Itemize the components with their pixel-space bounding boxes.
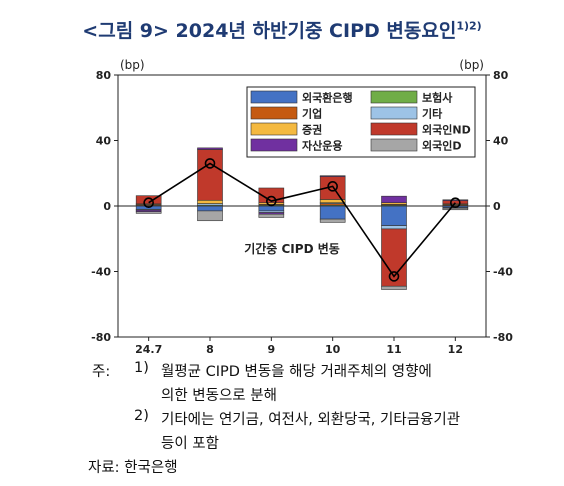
y-axis-unit-left: (bp) [120,58,145,72]
y-axis-unit-right: (bp) [459,58,484,72]
legend-swatch [370,138,418,152]
cipd-change-marker [388,271,400,282]
legend-swatch [250,106,298,120]
bar-segment [319,205,346,220]
x-tick-label: 24.7 [135,343,162,356]
bar-segment [197,205,223,212]
legend-label: 자산운용 [302,139,342,153]
cipd-change-marker [204,158,216,169]
legend-label: 보험사 [422,91,453,105]
note1-line2: 의한 변동으로 분해 [161,388,277,404]
note1-line1: 월평균 CIPD 변동을 해당 거래주체의 영향에 [161,364,432,380]
legend-swatch [250,122,298,136]
bar-segment [442,199,469,201]
bar-segment [197,210,223,222]
legend-label: 외국인D [422,139,462,153]
note2-line1: 기타에는 연기금, 여전사, 외환당국, 기타금융기관 [161,412,461,428]
title-footnote-marks: 1)2) [456,19,482,33]
line-series-label: 기간중 CIPD 변동 [244,241,340,256]
bar-segment [442,207,469,211]
cipd-change-marker [266,195,277,207]
x-tick-label: 9 [268,343,276,356]
bar-segment [381,195,407,204]
y-tick-label-left: 80 [96,69,112,82]
figure-title-text: <그림 9> 2024년 하반기중 CIPD 변동요인 [82,20,457,42]
legend-swatch [250,138,298,152]
x-tick-label: 8 [206,343,214,356]
legend-swatch [370,90,418,104]
legend-label: 외국인ND [422,123,471,137]
note-prefix: 주: [92,364,111,380]
bar-segment [381,205,407,226]
bar-segment [319,175,346,177]
legend-swatch [250,90,298,104]
bar-segment [258,205,285,212]
bar-segment [319,218,346,223]
legend-swatch [370,122,418,136]
note1-number: 1) [134,360,149,376]
legend-swatch [370,106,418,120]
y-tick-label-left: -40 [91,266,111,279]
x-tick-label: 11 [386,343,401,356]
note2-line2: 등이 포함 [161,436,219,452]
bar-segment [381,285,407,290]
y-tick-label-right: 40 [493,135,509,148]
cipd-change-marker [143,197,154,209]
y-tick-label-right: -80 [493,331,513,344]
legend-label: 기타 [422,107,443,121]
bar-segment [197,199,223,204]
legend-label: 외국환은행 [302,91,353,105]
figure-title: <그림 9> 2024년 하반기중 CIPD 변동요인1)2) [0,16,564,43]
cipd-change-marker [450,197,461,209]
bar-segment [381,225,407,230]
y-tick-label-right: 80 [493,69,509,82]
y-tick-label-right: 0 [493,200,501,213]
bar-segment [197,147,223,150]
cipd-change-line [148,162,456,278]
plot-area: -80 -80 -40 -40 0 0 40 40 80 80 (bp) (bp) 24.7 8 9 10 11… [91,58,513,356]
x-tick-label: 12 [448,343,463,356]
bar-segment [135,195,162,205]
y-tick-label-right: -40 [493,266,513,279]
legend-label: 기업 [302,107,322,121]
source-line: 자료: 한국은행 [88,460,178,476]
y-tick-label-left: 40 [96,135,112,148]
y-tick-label-left: -80 [91,331,111,344]
note2-number: 2) [134,408,149,424]
legend-label: 증권 [302,124,322,137]
bar-segment [197,149,223,201]
y-tick-label-left: 0 [103,200,111,213]
x-tick-label: 10 [325,343,341,356]
bar-segment [258,213,285,218]
bar-segment [135,211,162,214]
cipd-change-marker [327,181,338,192]
